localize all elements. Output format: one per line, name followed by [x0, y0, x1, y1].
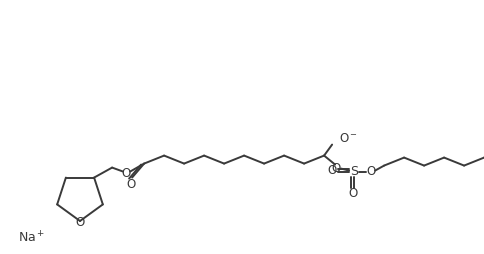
Text: O: O [121, 167, 131, 180]
Text: S: S [349, 165, 357, 178]
Text: O: O [331, 162, 340, 175]
Text: O$^-$: O$^-$ [338, 132, 357, 145]
Text: Na$^+$: Na$^+$ [18, 230, 45, 246]
Text: O: O [348, 187, 357, 200]
Text: O: O [126, 178, 136, 191]
Text: O: O [75, 215, 84, 229]
Text: O: O [327, 164, 336, 177]
Text: O: O [366, 165, 375, 178]
